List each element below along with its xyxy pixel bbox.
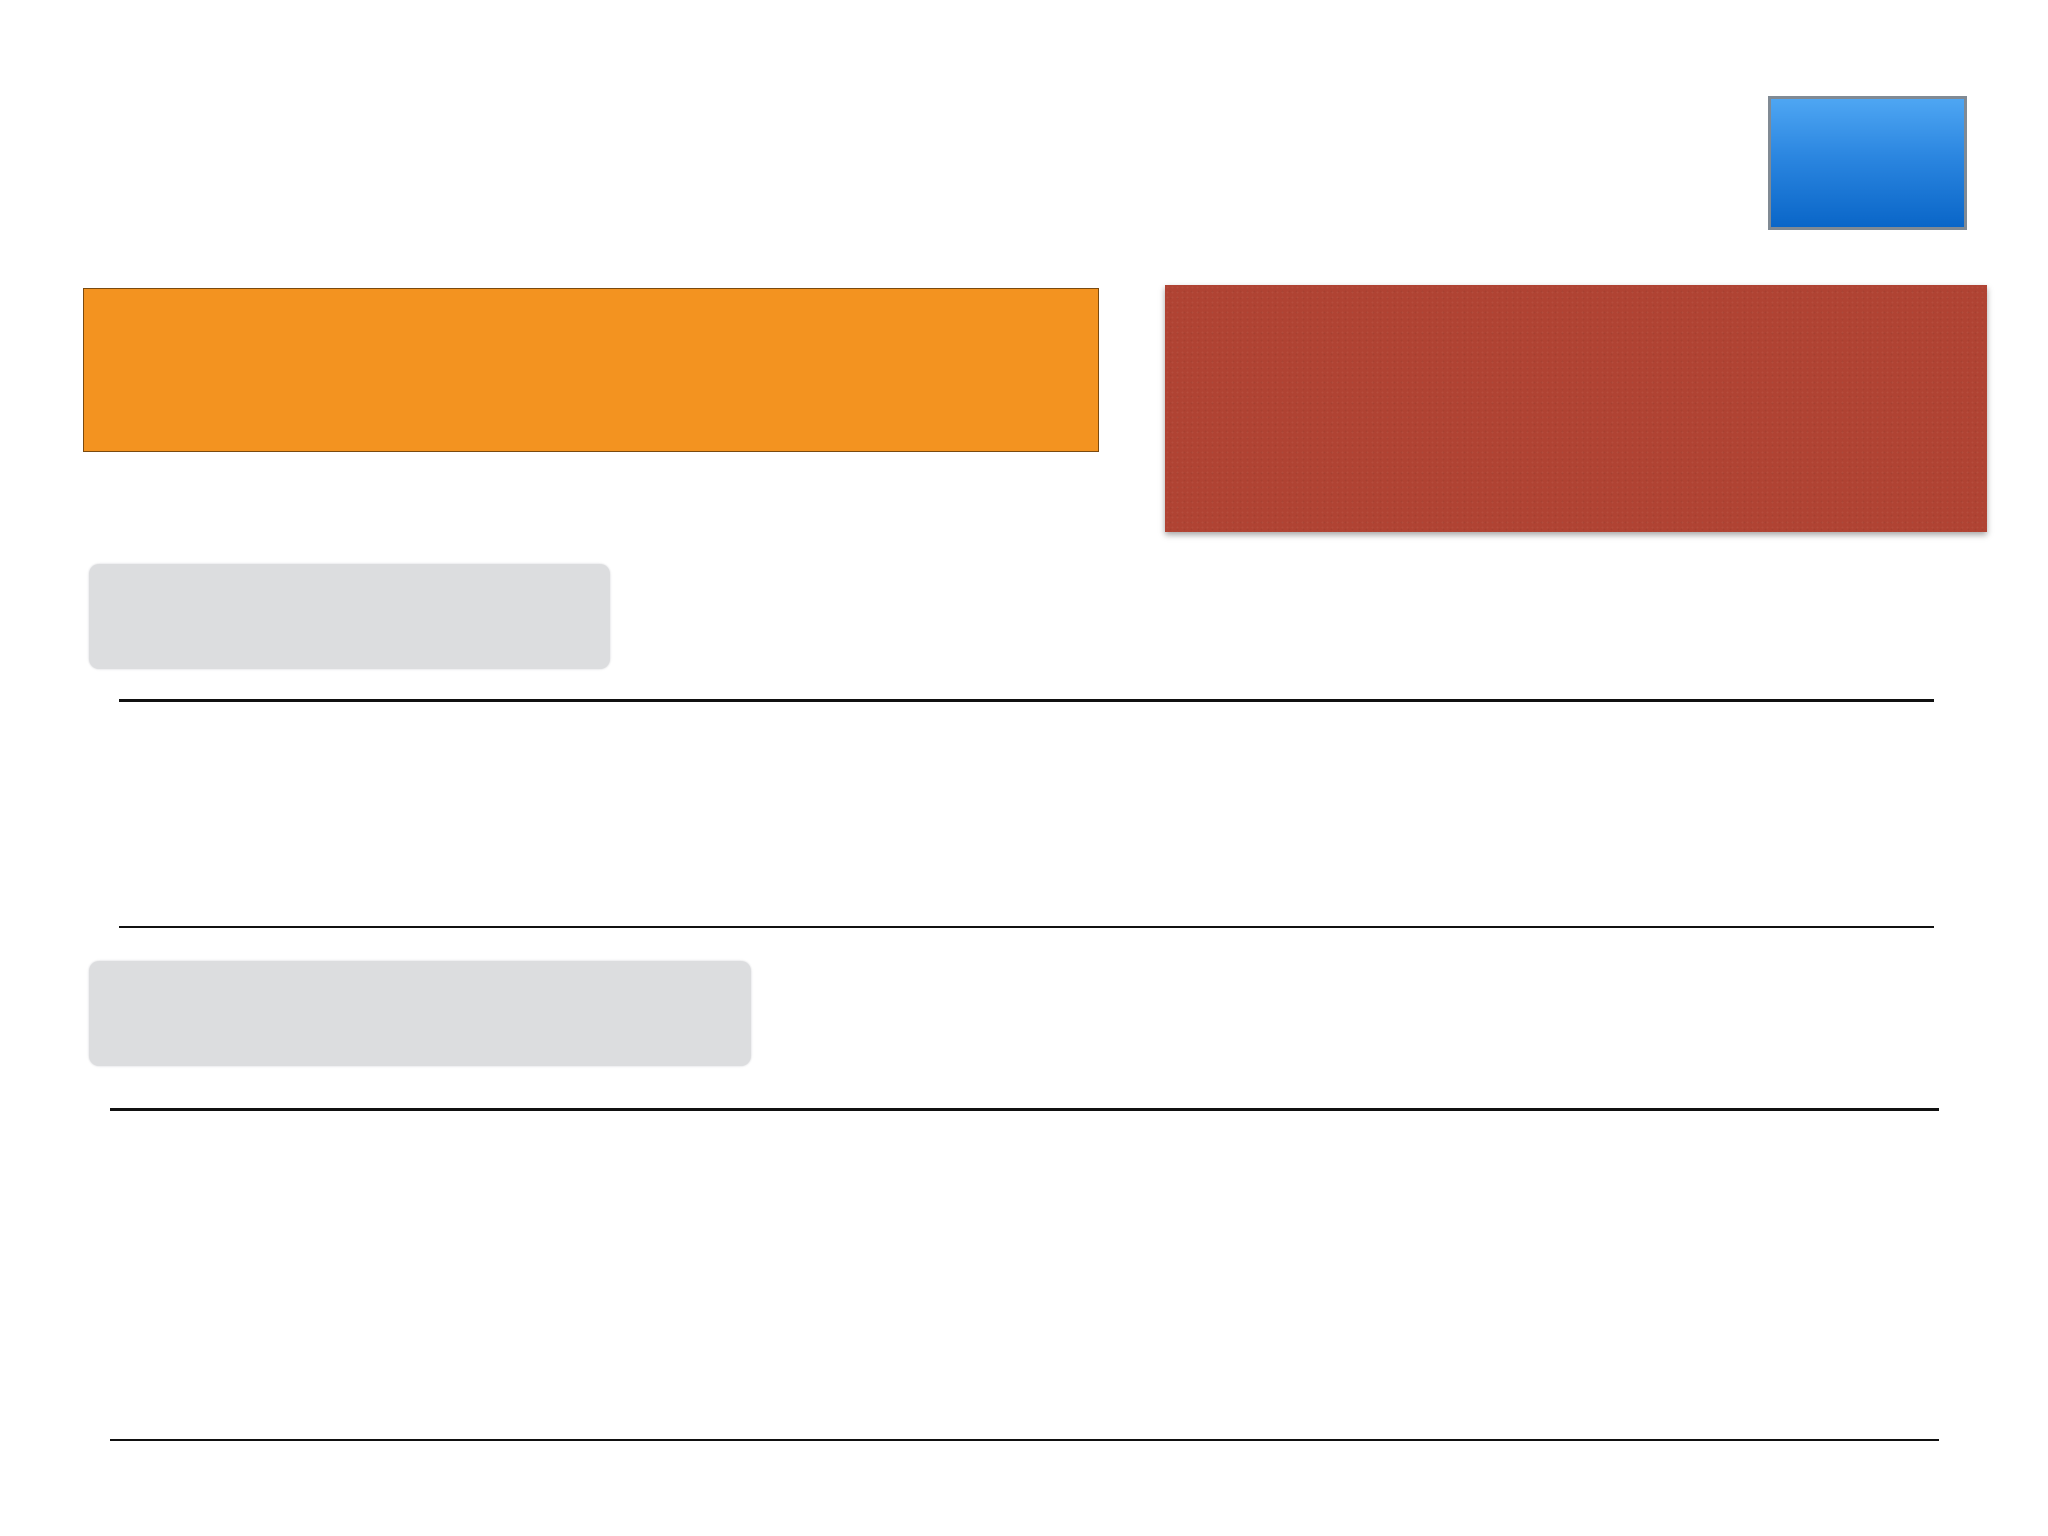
- section-1-bottom-rule: [119, 926, 1934, 928]
- orange-banner: [83, 288, 1099, 452]
- section-label-2: [89, 961, 751, 1066]
- red-textured-banner: [1165, 285, 1987, 532]
- section-label-1: [89, 564, 610, 669]
- blue-action-button[interactable]: [1768, 96, 1967, 230]
- section-2-top-rule: [110, 1108, 1939, 1111]
- section-1-top-rule: [119, 699, 1934, 702]
- section-2-bottom-rule: [110, 1439, 1939, 1441]
